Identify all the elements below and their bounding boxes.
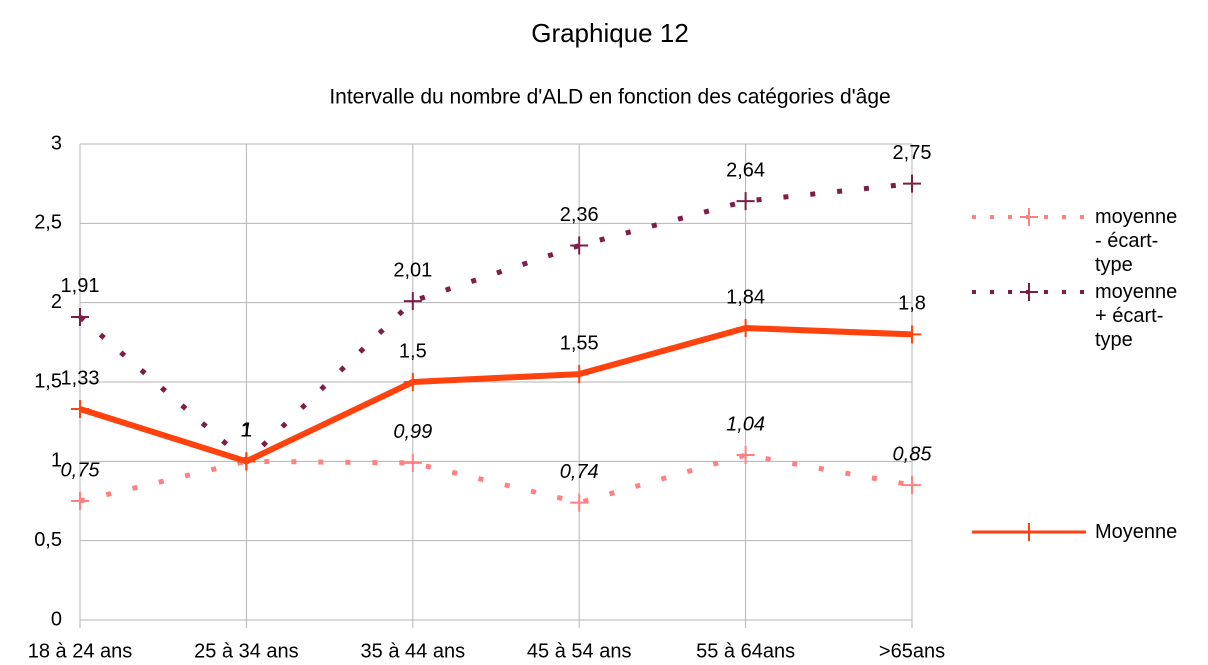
y-tick-label: 3: [51, 132, 62, 154]
y-tick-label: 2: [51, 291, 62, 313]
data-label: 0,75: [61, 459, 101, 481]
legend-marker: [1020, 523, 1038, 541]
x-tick-label: >65ans: [879, 640, 945, 662]
y-tick-label: 1,5: [34, 370, 62, 392]
data-label: 1: [241, 420, 252, 442]
data-label: 1,91: [61, 275, 100, 297]
point-marker: [903, 325, 921, 344]
x-tick-label: 55 à 64ans: [696, 640, 795, 662]
data-label: 0,74: [560, 461, 599, 483]
point-marker: [570, 493, 589, 512]
y-tick-label: 0,5: [34, 529, 62, 551]
data-label: 2,01: [393, 259, 432, 281]
data-label: 1,04: [726, 413, 765, 435]
x-tick-label: 45 à 54 ans: [527, 640, 632, 662]
point-marker: [736, 445, 755, 464]
data-label: 1,84: [726, 286, 765, 308]
chart-subtitle: Intervalle du nombre d'ALD en fonction d…: [329, 86, 890, 109]
series-line: [79, 325, 913, 465]
y-tick-label: 0: [51, 608, 62, 630]
y-tick-label: 2,5: [34, 212, 62, 234]
series-line: [79, 452, 913, 506]
x-tick-label: 25 à 34 ans: [194, 640, 299, 662]
data-label: 1: [241, 420, 252, 442]
data-label: 2,64: [726, 159, 765, 181]
point-marker: [736, 319, 755, 338]
data-label: 1,5: [399, 340, 427, 362]
data-label: 2,75: [893, 142, 932, 164]
point-marker: [403, 373, 422, 391]
data-label: 1,8: [898, 293, 926, 315]
point-marker: [570, 365, 589, 384]
point-marker: [403, 453, 422, 472]
point-marker: [736, 192, 755, 211]
data-label: 1: [241, 420, 252, 442]
series-line: [78, 181, 913, 464]
point-marker: [71, 492, 89, 510]
legend-label: moyenne - écart-type: [1095, 206, 1178, 276]
data-label: 2,36: [560, 204, 599, 226]
legend-label: moyenne + écart-type: [1095, 281, 1178, 351]
point-marker: [903, 476, 921, 495]
data-label: 1,55: [560, 332, 599, 354]
legend-marker: [1020, 208, 1038, 226]
data-label: 1,33: [61, 367, 100, 389]
point-marker: [903, 174, 921, 193]
data-label: 0,99: [393, 421, 432, 443]
point-marker: [237, 452, 256, 471]
chart-title: Graphique 12: [531, 18, 689, 48]
legend-label: Moyenne: [1095, 521, 1178, 543]
data-label: 0,85: [893, 443, 933, 465]
point-marker: [570, 236, 589, 255]
x-tick-label: 18 à 24 ans: [28, 640, 133, 662]
legend-marker: [1020, 283, 1038, 301]
y-tick-label: 1: [51, 450, 62, 472]
point-marker: [71, 399, 89, 418]
point-marker: [403, 292, 422, 311]
x-tick-label: 35 à 44 ans: [361, 640, 466, 662]
point-marker: [71, 307, 89, 326]
